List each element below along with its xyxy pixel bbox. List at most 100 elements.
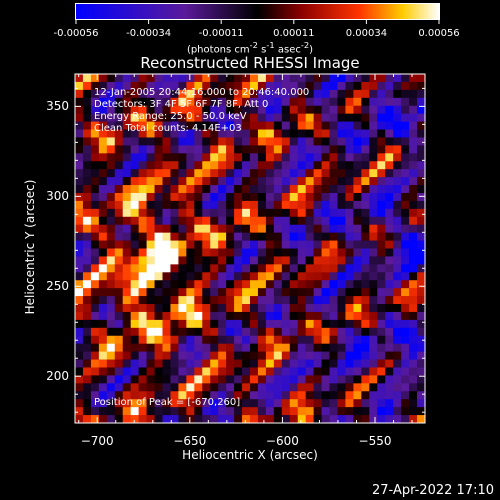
heatmap-cell [417,89,426,99]
heatmap-cell [98,192,108,202]
heatmap-cell [138,137,147,146]
heatmap-cell [369,192,378,202]
heatmap-cell [361,304,370,313]
heatmap-cell [226,208,235,218]
heatmap-cell [369,129,378,138]
heatmap-cell [369,153,378,162]
heatmap-cell [82,296,92,305]
heatmap-cell [281,74,291,83]
heatmap-cell [186,105,195,114]
colorbar-ticks [75,19,440,24]
heatmap-cell [218,391,227,400]
heatmap-cell [154,407,163,416]
heatmap-cell [345,81,354,91]
heatmap-cell [178,216,187,225]
heatmap-cell [146,137,155,146]
heatmap-cell [138,74,147,83]
heatmap-cell [353,240,362,249]
heatmap-cell [114,177,124,186]
heatmap-cell [154,335,163,344]
heatmap-cell [122,89,131,99]
heatmap-cell [242,240,251,249]
heatmap-cell [281,137,291,146]
heatmap-cell [385,367,394,376]
heatmap-cell [313,335,322,344]
heatmap-cell [409,399,418,408]
heatmap-cell [122,335,131,344]
heatmap-cell [218,169,227,178]
heatmap-cell [321,335,330,344]
heatmap-cell [234,232,243,241]
heatmap-cell [226,256,235,265]
heatmap-cell [401,105,410,114]
heatmap-cell [273,192,283,202]
heatmap-cell [218,177,227,186]
heatmap-cell [361,359,370,368]
heatmap-cell [226,129,235,138]
heatmap-cell [90,208,100,218]
heatmap-cell [146,272,155,281]
heatmap-cell [162,264,171,273]
heatmap-cell [114,208,124,218]
heatmap-cell [369,264,378,273]
heatmap-cell [273,304,283,313]
heatmap-cell [265,391,275,400]
heatmap-cell [226,280,235,289]
heatmap-cell [329,359,338,368]
heatmap-cell [417,391,426,400]
heatmap-cell [106,97,116,107]
heatmap-cell [337,399,346,408]
heatmap-cell [273,129,283,138]
heatmap-cell [289,161,299,170]
heatmap-cell [289,351,299,360]
axis-ticks [75,74,425,423]
heatmap-cell [242,105,251,114]
heatmap-cell [242,304,251,313]
heatmap-cell [234,145,243,154]
heatmap-cell [313,113,322,122]
heatmap-cell [409,256,418,265]
heatmap-cell [75,367,84,376]
heatmap-cell [82,105,92,114]
heatmap-cell [329,169,338,178]
heatmap-cell [409,327,418,337]
heatmap-cell [90,296,100,305]
heatmap-cell [130,311,139,321]
heatmap-cell [226,351,235,360]
heatmap-cell [305,192,314,202]
heatmap-cell [226,407,235,416]
heatmap-cell [321,375,330,384]
heatmap-cell [218,335,227,344]
heatmap-cell [305,129,314,138]
heatmap-cell [305,232,314,241]
heatmap-cell [361,288,370,297]
heatmap-cell [345,304,354,313]
heatmap-cell [250,208,259,218]
heatmap-cell [114,89,124,99]
heatmap-cell [281,304,291,313]
heatmap-cell [305,375,314,384]
heatmap-cell [305,97,314,107]
heatmap-cell [337,121,346,130]
heatmap-cell [305,335,314,344]
heatmap-cell [281,296,291,305]
heatmap-cell [273,391,283,400]
heatmap-cell [329,304,338,313]
heatmap-cell [369,113,378,122]
heatmap-cell [130,97,139,107]
heatmap-cell [417,240,426,249]
heatmap-cell [178,256,187,265]
heatmap-cell [273,296,283,305]
heatmap-cell [186,264,195,273]
heatmap-cell [242,129,251,138]
heatmap-cell [75,74,84,83]
heatmap-cell [106,319,116,329]
heatmap-cell [401,121,410,130]
heatmap-cell [361,399,370,408]
heatmap-cell [345,105,354,114]
heatmap-cell [162,335,171,344]
heatmap-cell [162,216,171,225]
heatmap-cell [130,177,139,186]
heatmap-cell [393,256,402,265]
heatmap-cell [417,367,426,376]
